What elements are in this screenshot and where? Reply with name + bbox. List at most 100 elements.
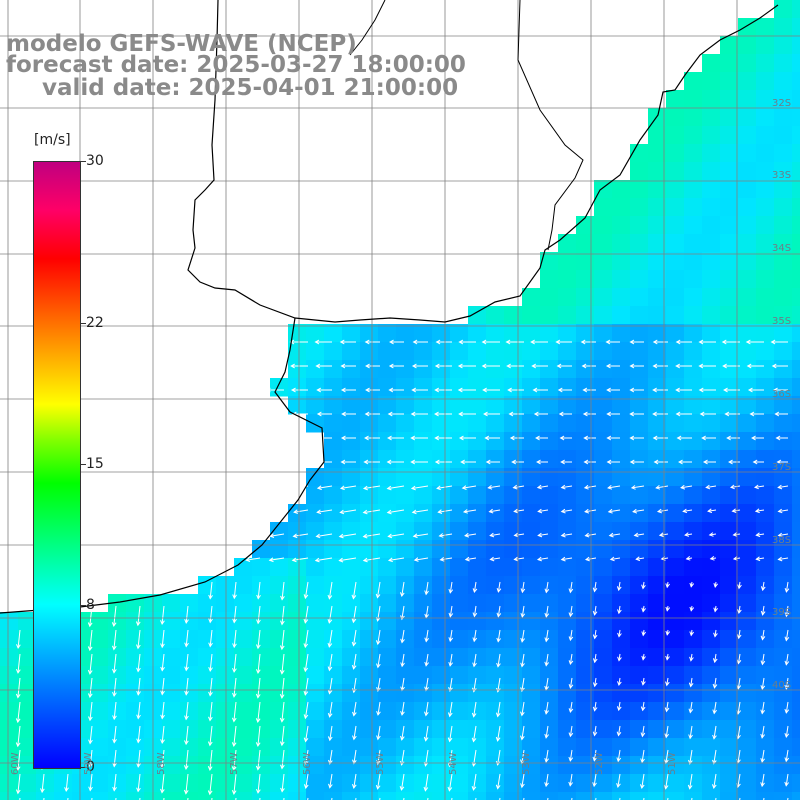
wind-arrow (209, 581, 213, 599)
wind-arrow (401, 725, 405, 740)
wind-arrow-head (15, 789, 21, 795)
wind-cell (450, 540, 469, 559)
wind-cell (342, 360, 361, 379)
wind-cell (594, 774, 613, 793)
wind-cell (450, 684, 469, 703)
wind-arrow (353, 749, 357, 764)
wind-arrow-head (462, 509, 468, 514)
wind-cell (396, 774, 415, 793)
wind-cell (180, 792, 199, 800)
wind-arrow-head (376, 687, 381, 693)
wind-cell (666, 738, 685, 757)
wind-cell (702, 792, 721, 800)
wind-cell (774, 360, 793, 379)
wind-cell (738, 558, 757, 577)
wind-arrow (305, 749, 309, 765)
wind-arrow (642, 581, 645, 589)
wind-cell (648, 162, 667, 181)
wind-arrow (377, 701, 381, 715)
wind-arrow-head (423, 736, 429, 742)
wind-arrow-head (328, 783, 333, 789)
wind-cell (702, 324, 721, 343)
wind-arrow (755, 509, 765, 512)
wind-arrow-head (481, 339, 487, 345)
wind-arrow (714, 653, 717, 663)
wind-arrow (304, 581, 309, 599)
wind-cell (756, 522, 775, 541)
wind-cell (540, 486, 559, 505)
wind-arrow (281, 581, 285, 600)
wind-cell (720, 90, 739, 109)
wind-cell (324, 468, 343, 487)
wind-arrow (113, 677, 117, 696)
wind-arrow (618, 701, 621, 711)
wind-cell (720, 54, 739, 73)
wind-cell (756, 576, 775, 595)
wind-cell (648, 396, 667, 415)
wind-cell (630, 756, 649, 775)
wind-cell (162, 684, 181, 703)
wind-cell (576, 558, 595, 577)
wind-arrow (377, 581, 381, 598)
wind-cell (90, 738, 109, 757)
wind-cell (504, 576, 523, 595)
wind-arrow (377, 749, 381, 765)
wind-cell (108, 684, 127, 703)
wind-cell (108, 612, 127, 631)
wind-arrow-head (327, 736, 333, 742)
wind-cell (792, 540, 800, 559)
wind-cell (432, 342, 451, 361)
wind-cell (648, 360, 667, 379)
wind-cell (720, 216, 739, 235)
wind-cell (738, 306, 757, 325)
wind-cell (468, 756, 487, 775)
wind-arrow-head (447, 737, 453, 743)
wind-arrow (738, 605, 741, 614)
wind-cell (504, 792, 523, 800)
wind-arrow (778, 485, 789, 488)
wind-cell (414, 612, 433, 631)
wind-cell (684, 396, 703, 415)
wind-cell (792, 774, 800, 793)
wind-cell (432, 522, 451, 541)
wind-cell (522, 792, 541, 800)
wind-cell (378, 396, 397, 415)
wind-cell (666, 144, 685, 163)
wind-cell (342, 576, 361, 595)
wind-arrow-head (641, 607, 646, 613)
wind-arrow-head (520, 662, 525, 668)
wind-arrow-head (424, 661, 429, 667)
wind-arrow-head (784, 781, 789, 787)
wind-cell (288, 324, 307, 343)
wind-arrow (448, 749, 453, 767)
wind-arrow-head (689, 631, 694, 637)
wind-cell (756, 306, 775, 325)
wind-cell (540, 540, 559, 559)
wind-arrow-head (352, 735, 357, 741)
wind-cell (684, 162, 703, 181)
wind-arrow (233, 749, 237, 771)
wind-cell (468, 630, 487, 649)
wind-arrow (137, 653, 141, 672)
wind-cell (738, 288, 757, 307)
wind-cell (396, 450, 415, 469)
wind-cell (648, 378, 667, 397)
wind-arrow (377, 773, 381, 789)
wind-arrow-head (652, 339, 658, 345)
wind-cell (738, 702, 757, 721)
wind-cell (612, 198, 631, 217)
wind-arrow (89, 653, 93, 674)
wind-arrow (569, 749, 573, 761)
colorbar-tick-mark (80, 464, 86, 465)
wind-cell (774, 252, 793, 271)
wind-arrow (593, 749, 597, 761)
wind-arrow (497, 773, 501, 789)
wind-arrow-head (472, 588, 478, 594)
wind-arrow (328, 653, 333, 671)
valid-date: valid date: 2025-04-01 21:00:00 (42, 75, 459, 101)
wind-cell (468, 468, 487, 487)
wind-cell (792, 378, 800, 397)
wind-cell (612, 540, 631, 559)
wind-cell (774, 270, 793, 289)
wind-cell (720, 126, 739, 145)
